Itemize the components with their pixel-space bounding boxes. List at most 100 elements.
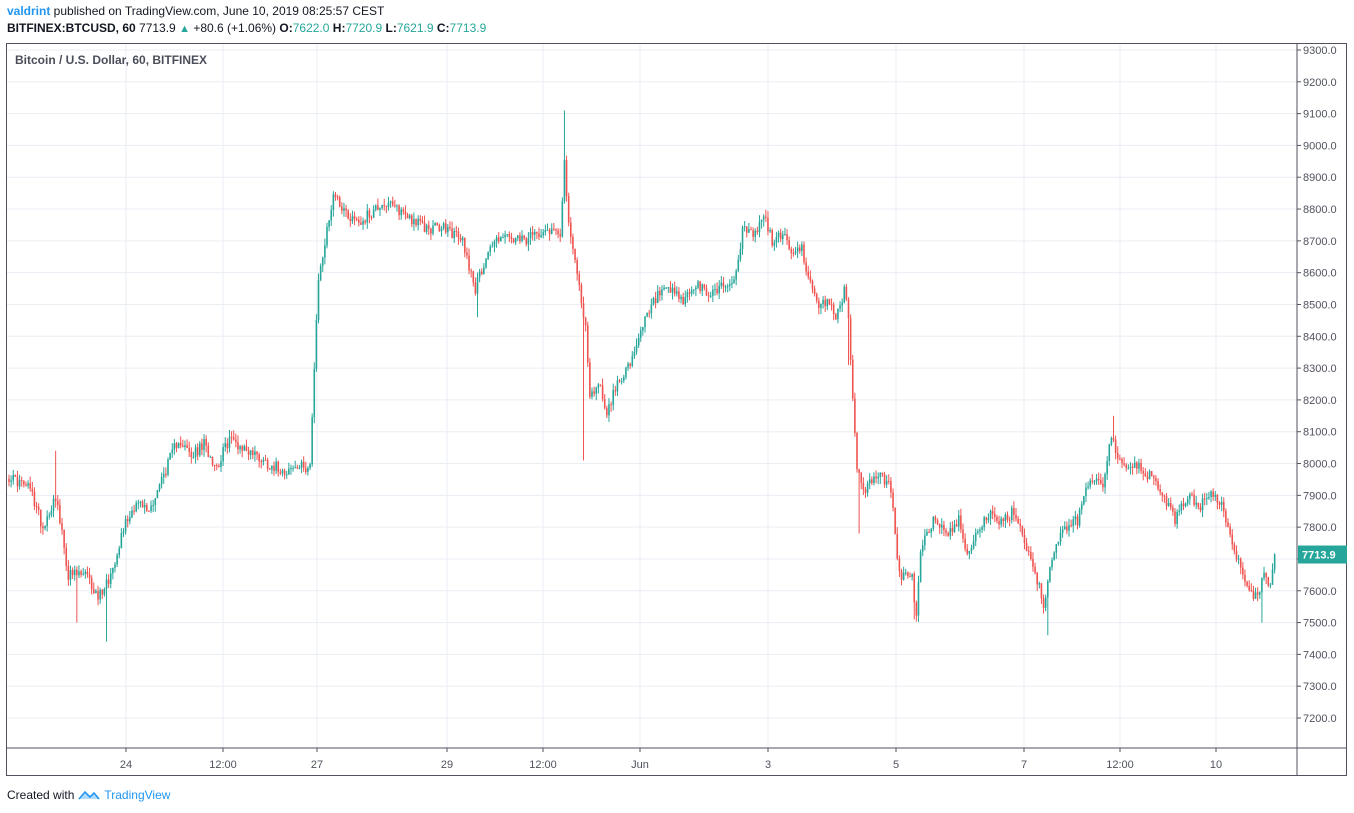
candlestick-chart[interactable]: 9300.0 9200.0 9100.0 9000.0 8900.0 8800.0 8700… [6, 43, 1347, 776]
candle-body [862, 482, 865, 490]
time-axis[interactable]: 24 12:00 27 29 12:00 Jun 3 5 7 12:00 10 [120, 748, 1222, 771]
candle-body [1159, 489, 1161, 493]
candle-body [1076, 516, 1079, 526]
candle-body [288, 468, 290, 475]
candle-body [483, 267, 485, 274]
footer: Created with TradingView [7, 788, 170, 802]
candle-body [1074, 516, 1077, 520]
candle-body [353, 216, 356, 220]
time-tick-label: 12:00 [529, 759, 557, 771]
candle-body [538, 233, 540, 237]
candle-body [1155, 478, 1157, 481]
candle-body [1212, 491, 1214, 497]
candle-body [226, 443, 229, 449]
candle-body [156, 489, 159, 499]
author-link[interactable]: valdrint [7, 4, 51, 18]
high-value: 7720.9 [345, 21, 383, 35]
candle-body [118, 548, 121, 556]
candle-body [722, 282, 725, 287]
candle-body [902, 572, 905, 580]
candle-body [1222, 501, 1225, 512]
candle-body [898, 558, 901, 571]
candle-body [1271, 569, 1274, 585]
candle-body [644, 316, 646, 328]
candle-body [695, 287, 697, 290]
candle-body [769, 230, 771, 232]
tradingview-link[interactable]: TradingView [104, 788, 171, 802]
time-tick-label: 3 [765, 759, 771, 771]
candle-body [239, 446, 241, 450]
candle-body [1006, 514, 1009, 520]
candle-body [586, 325, 589, 363]
candle-body [705, 288, 708, 296]
tradingview-logo-icon[interactable] [78, 788, 100, 802]
candle-body [841, 302, 843, 306]
candle-body [639, 330, 642, 338]
candle-body [801, 244, 803, 252]
candle-body [720, 282, 723, 286]
ohlc-line: BITFINEX:BTCUSD, 60 7713.9 ▲ +80.6 (+1.0… [7, 21, 486, 35]
candle-body [642, 327, 644, 331]
candle-body [589, 362, 591, 397]
candle-body [292, 467, 294, 469]
candle-body [748, 229, 750, 233]
open-value: 7622.0 [292, 21, 330, 35]
candle-body [570, 222, 572, 237]
price-axis[interactable]: 9300.0 9200.0 9100.0 9000.0 8900.0 8800.0 8700… [1297, 45, 1337, 725]
candle-body [686, 292, 689, 298]
candle-body [574, 248, 576, 261]
candle-body [1097, 478, 1100, 481]
candle-body [415, 219, 417, 226]
candle-body [790, 249, 793, 253]
candle-body [709, 295, 712, 297]
candle-body [215, 465, 218, 467]
candle-body [33, 491, 36, 506]
candle-body [926, 531, 928, 536]
candle-body [1182, 503, 1185, 507]
candle-body [232, 437, 235, 440]
candle-body [881, 472, 884, 475]
candle-body [1263, 572, 1265, 579]
time-tick-label: 12:00 [209, 759, 237, 771]
candle-body [1176, 511, 1178, 524]
last-price: 7713.9 [139, 21, 176, 35]
candle-body [268, 468, 271, 470]
candle-body [150, 505, 152, 511]
created-with-label: Created with [7, 788, 75, 802]
candle-body [442, 223, 445, 229]
candle-body [652, 298, 655, 305]
candle-body [1140, 462, 1142, 472]
candle-body [601, 385, 604, 400]
candle-body [349, 218, 352, 222]
candle-body [546, 229, 549, 231]
candle-body [213, 464, 216, 466]
candle-body [173, 443, 176, 450]
candle-body [67, 565, 70, 580]
candle-body [974, 532, 977, 542]
last-price-tag-label: 7713.9 [1302, 550, 1336, 562]
candle-body [1070, 525, 1072, 527]
candle-body [837, 308, 839, 320]
candle-body [1248, 585, 1250, 591]
candle-body [362, 220, 364, 225]
candle-body [182, 445, 184, 448]
candle-body [1123, 463, 1125, 465]
candle-body [550, 228, 553, 234]
high-label: H: [332, 21, 346, 35]
candle-body [500, 237, 502, 242]
candle-body [771, 230, 773, 246]
candle-body [608, 404, 610, 416]
time-tick-label: 27 [311, 759, 323, 771]
candle-body [27, 483, 29, 486]
candle-body [129, 517, 131, 522]
candle-body [979, 529, 981, 532]
candle-body [205, 439, 207, 446]
candle-body [591, 391, 593, 397]
candle-body [78, 571, 80, 576]
candle-body [37, 507, 40, 510]
candle-body [254, 451, 256, 456]
chart-frame[interactable]: 9300.0 9200.0 9100.0 9000.0 8900.0 8800.0 8700… [6, 43, 1347, 776]
candle-body [152, 505, 154, 507]
candle-body [1227, 522, 1229, 527]
candle-body [177, 442, 180, 448]
